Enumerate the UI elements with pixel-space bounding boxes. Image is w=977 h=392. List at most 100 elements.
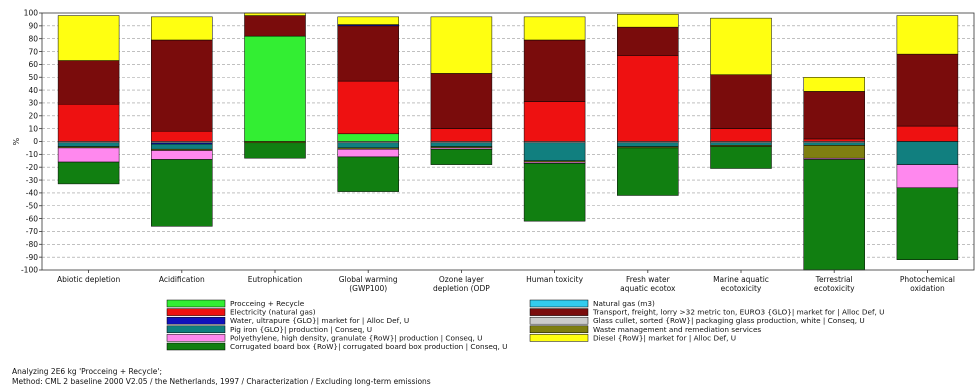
bar-segment-transport-freight-lorry-32-metric-ton-eu — [710, 74, 772, 129]
bar-segment-transport-freight-lorry-32-metric-ton-eu — [617, 26, 679, 56]
x-tick-label: Terrestrial — [815, 275, 853, 284]
legend-swatch-polyethylene-high-density-granulate-row- — [166, 334, 226, 342]
x-tick-label: (GWP100) — [349, 284, 387, 293]
bar-segment-transport-freight-lorry-32-metric-ton-eu — [244, 15, 306, 37]
y-tick-label: 100 — [24, 9, 39, 18]
bar-segment-corrugated-board-box-row-corrugated-boar — [430, 148, 493, 165]
bar-segment-pig-iron-glo-production-conseq-u — [617, 142, 679, 147]
x-tick-label: Abiotic depletion — [57, 275, 121, 284]
bar-segment-diesel-row-market-for-alloc-def-u — [337, 16, 399, 25]
bar-segment-electricity-natural-gas — [523, 101, 586, 142]
plot-frame — [41, 12, 975, 271]
bar-segment-waste-management-and-remediation-service — [803, 145, 865, 159]
bar-segment-corrugated-board-box-row-corrugated-boar — [710, 146, 772, 169]
y-tick-label: -20 — [26, 163, 38, 172]
x-tick-label: Eutrophication — [248, 275, 303, 284]
bar-segment-diesel-row-market-for-alloc-def-u — [430, 16, 493, 74]
bar-segment-diesel-row-market-for-alloc-def-u — [896, 15, 959, 55]
bar-segment-electricity-natural-gas — [617, 55, 679, 142]
legend-swatch-water-ultrapure-glo-market-for-alloc-def — [166, 316, 226, 325]
x-tick-label: depletion (ODP — [433, 284, 490, 293]
bar-segment-pig-iron-glo-production-conseq-u — [803, 142, 865, 146]
bar-segment-diesel-row-market-for-alloc-def-u — [57, 15, 120, 61]
axes: -100-90-80-70-60-50-40-30-20-10010203040… — [12, 9, 975, 293]
bar-segment-electricity-natural-gas — [896, 125, 959, 142]
x-tick-label: Global warming — [339, 275, 398, 284]
x-tick-label: Human toxicity — [526, 275, 583, 284]
bar-segment-pig-iron-glo-production-conseq-u — [151, 143, 213, 150]
x-tick-label: Marine aquatic — [713, 275, 769, 284]
y-tick-label: -50 — [26, 201, 38, 210]
bar-segment-procceing-recycle — [337, 133, 399, 142]
bar-segment-electricity-natural-gas — [710, 128, 772, 142]
legend-swatch-pig-iron-glo-production-conseq-u — [166, 325, 226, 334]
y-tick-label: -10 — [26, 150, 38, 159]
caption-analyzing: Analyzing 2E6 kg 'Procceing + Recycle'; — [12, 367, 163, 376]
y-tick-label: -70 — [26, 227, 38, 236]
bar-segment-transport-freight-lorry-32-metric-ton-eu — [57, 60, 120, 105]
x-tick-label: ecotoxicity — [814, 284, 855, 293]
bar-segment-electricity-natural-gas — [151, 130, 213, 142]
bar-segment-diesel-row-market-for-alloc-def-u — [151, 16, 213, 41]
legend-label: Electricity (natural gas) — [230, 308, 316, 317]
y-tick-label: 90 — [28, 22, 38, 31]
bar-segment-procceing-recycle — [244, 35, 306, 142]
bar-segment-pig-iron-glo-production-conseq-u — [57, 142, 120, 147]
bar-segment-corrugated-board-box-row-corrugated-boar — [617, 147, 679, 196]
x-tick-label: Acidification — [159, 275, 205, 284]
bars — [57, 12, 959, 271]
y-tick-label: -90 — [26, 253, 38, 262]
y-tick-label: 80 — [28, 34, 38, 43]
bar-segment-transport-freight-lorry-32-metric-ton-eu — [430, 73, 493, 129]
legend-label: Polyethylene, high density, granulate {R… — [230, 333, 483, 342]
bar-segment-electricity-natural-gas — [803, 138, 865, 142]
bar-segment-electricity-natural-gas — [430, 128, 493, 142]
x-tick-label: Photochemical — [900, 275, 955, 284]
bar-segment-corrugated-board-box-row-corrugated-boar — [244, 142, 306, 159]
legend-swatch-glass-cullet-sorted-row-packaging-glass- — [529, 316, 589, 325]
y-tick-label: 50 — [28, 73, 38, 82]
y-tick-label: -30 — [26, 176, 38, 185]
y-tick-label: 0 — [33, 137, 38, 146]
legend-swatch-corrugated-board-box-row-corrugated-boar — [166, 342, 226, 351]
bar-segment-diesel-row-market-for-alloc-def-u — [710, 17, 772, 75]
bar-segment-diesel-row-market-for-alloc-def-u — [803, 77, 865, 92]
legend-label: Corrugated board box {RoW}| corrugated b… — [230, 342, 508, 351]
bar-segment-pig-iron-glo-production-conseq-u — [523, 142, 586, 162]
bar-segment-transport-freight-lorry-32-metric-ton-eu — [151, 39, 213, 132]
x-tick-label: Fresh water — [626, 275, 671, 284]
bar-segment-polyethylene-high-density-granulate-row- — [57, 147, 120, 163]
y-tick-label: 10 — [28, 124, 38, 133]
legend-label: Transport, freight, lorry >32 metric ton… — [592, 308, 885, 317]
bar-segment-corrugated-board-box-row-corrugated-boar — [803, 159, 865, 271]
legend-label: Natural gas (m3) — [593, 299, 655, 308]
legend-label: Waste management and remediation service… — [593, 325, 761, 334]
bar-segment-polyethylene-high-density-granulate-row- — [337, 148, 399, 158]
bar-segment-pig-iron-glo-production-conseq-u — [710, 142, 772, 146]
legend-label: Water, ultrapure {GLO}| market for | All… — [230, 316, 409, 325]
bar-segment-polyethylene-high-density-granulate-row- — [896, 164, 959, 189]
bar-segment-transport-freight-lorry-32-metric-ton-eu — [803, 91, 865, 140]
bar-segment-diesel-row-market-for-alloc-def-u — [617, 14, 679, 28]
legend-swatch-waste-management-and-remediation-service — [529, 325, 589, 334]
bar-segment-transport-freight-lorry-32-metric-ton-eu — [523, 39, 586, 102]
y-tick-label: 70 — [28, 47, 38, 56]
legend-label: Pig iron {GLO}| production | Conseq, U — [230, 325, 372, 334]
legend-swatch-procceing-recycle — [166, 299, 226, 308]
y-tick-label: -60 — [26, 214, 38, 223]
bar-segment-polyethylene-high-density-granulate-row- — [151, 150, 213, 160]
y-tick-label: 20 — [28, 112, 38, 121]
legend-swatch-electricity-natural-gas — [166, 308, 226, 316]
bar-segment-pig-iron-glo-production-conseq-u — [337, 142, 399, 149]
y-tick-label: -100 — [21, 266, 38, 275]
y-axis-label: % — [12, 137, 21, 145]
caption-method: Method: CML 2 baseline 2000 V2.05 / the … — [12, 377, 431, 386]
y-tick-label: -80 — [26, 240, 38, 249]
x-tick-label: ecotoxicity — [721, 284, 762, 293]
legend-swatch-natural-gas-m3 — [529, 299, 589, 308]
bar-segment-corrugated-board-box-row-corrugated-boar — [523, 163, 586, 222]
bar-segment-corrugated-board-box-row-corrugated-boar — [57, 161, 120, 185]
bar-segment-pig-iron-glo-production-conseq-u — [896, 141, 959, 165]
y-tick-label: 60 — [28, 60, 38, 69]
